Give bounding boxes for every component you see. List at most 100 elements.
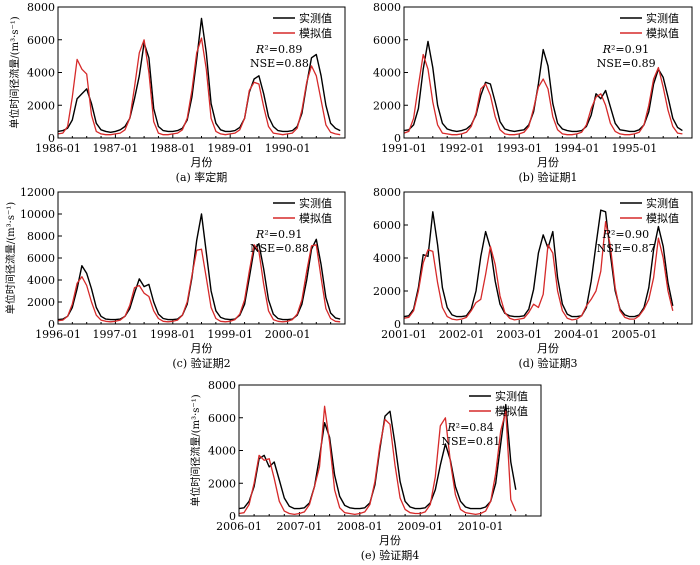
x-tick-label: 1995-01 [612,142,658,155]
x-tick-label: 2002-01 [439,328,485,341]
y-tick-label: 6000 [27,34,55,47]
series-line-observed [404,40,683,133]
y-tick-label: 8000 [373,186,401,199]
x-tick-label: 1987-01 [93,142,139,155]
x-axis-title: 月份 [191,156,213,169]
y-tick-label: 2000 [208,477,236,490]
chart-panel-3: 0 2000 4000 6000 8000 10000 12000 1996-01 1997-0… [4,186,346,370]
y-tick-label: 6000 [27,252,55,265]
x-axis-title: 月份 [379,534,401,547]
x-tick-label: 2006-01 [216,520,262,533]
r2-annotation: R²=0.84 [446,421,493,434]
y-tick-label: 6000 [373,219,401,232]
series-line-simulated [58,37,341,136]
legend-label: 实测值 [495,389,528,403]
nse-annotation: NSE=0.81 [441,435,500,448]
r2-annotation: R²=0.90 [602,228,649,241]
y-tick-label: 4000 [373,67,401,80]
x-tick-label: 2009-01 [397,520,443,533]
x-tick-label: 1986-01 [35,142,81,155]
y-tick-label: 6000 [208,412,236,425]
legend-label: 模拟值 [299,211,332,225]
legend-label: 模拟值 [299,26,332,40]
series-line-simulated [404,53,683,136]
y-tick-label: 0 [48,318,55,331]
y-axis-title: 单位时间径流量/(m³·s⁻¹) [189,394,202,506]
x-tick-label: 2007-01 [277,520,323,533]
x-tick-label: 1994-01 [554,142,600,155]
y-tick-label: 0 [229,510,236,523]
y-tick-label: 4000 [27,67,55,80]
plot-frame [403,191,693,325]
x-tick-label: 2000-01 [265,328,311,341]
legend-label: 实测值 [299,196,332,210]
x-tick-label: 1996-01 [35,328,81,341]
panel-caption: (a) 率定期 [176,170,228,184]
y-tick-label: 0 [394,132,401,145]
x-tick-label: 1989-01 [207,142,253,155]
panel-caption: (c) 验证期2 [172,356,230,370]
nse-annotation: NSE=0.88 [250,242,309,255]
x-tick-label: 2003-01 [496,328,542,341]
y-tick-label: 2000 [27,296,55,309]
plot-frame [403,6,693,139]
x-tick-label: 1990-01 [265,142,311,155]
legend-label: 实测值 [299,11,332,25]
x-tick-label: 1997-01 [93,328,139,341]
y-tick-label: 8000 [27,230,55,243]
x-tick-label: 1991-01 [381,142,427,155]
r2-annotation: R²=0.91 [602,43,649,56]
y-tick-label: 8000 [208,379,236,392]
y-tick-label: 10000 [20,208,55,221]
panel-caption: (b) 验证期1 [518,170,577,184]
panel-caption: (e) 验证期4 [361,548,420,562]
nse-annotation: NSE=0.88 [250,57,309,70]
chart-panel-2: 0 2000 4000 6000 8000 1991-01 1992-01 1993-01 19… [373,1,693,184]
y-tick-label: 4000 [27,274,55,287]
y-tick-label: 2000 [27,99,55,112]
x-tick-label: 1988-01 [150,142,196,155]
r2-annotation: R²=0.91 [255,228,302,241]
x-tick-label: 1992-01 [439,142,485,155]
y-tick-label: 4000 [208,445,236,458]
y-tick-label: 2000 [373,285,401,298]
x-tick-label: 2005-01 [612,328,658,341]
nse-annotation: NSE=0.87 [597,242,656,255]
legend-label: 模拟值 [495,404,528,418]
plot-frame [238,384,542,517]
y-tick-label: 2000 [373,99,401,112]
x-tick-label: 1998-01 [150,328,196,341]
plot-frame [57,6,346,139]
y-tick-label: 0 [48,132,55,145]
y-tick-label: 8000 [373,1,401,14]
r2-annotation: R²=0.89 [255,43,302,56]
y-tick-label: 4000 [373,252,401,265]
x-axis-title: 月份 [191,342,213,355]
y-axis-title: 单位时间径流量/(m³·s⁻¹) [8,16,21,128]
y-tick-label: 8000 [27,1,55,14]
chart-panel-1: 0 2000 4000 6000 8000 1986-01 1987-01 1988-01 19… [8,1,346,184]
legend-label: 模拟值 [646,211,679,225]
nse-annotation: NSE=0.89 [597,57,656,70]
x-tick-label: 1993-01 [496,142,542,155]
series-line-simulated [239,405,517,516]
legend-label: 模拟值 [646,26,679,40]
x-tick-label: 2004-01 [554,328,600,341]
series-line-simulated [404,221,674,321]
panel-caption: (d) 验证期3 [518,356,577,370]
y-tick-label: 6000 [373,34,401,47]
series-line-observed [58,17,341,133]
x-axis-title: 月份 [537,342,559,355]
legend-label: 实测值 [646,196,679,210]
x-tick-label: 1999-01 [207,328,253,341]
y-tick-label: 12000 [20,186,55,199]
x-tick-label: 2008-01 [337,520,383,533]
chart-panel-4: 0 2000 4000 6000 8000 2001-01 2002-01 2003-01 20… [373,186,693,370]
y-tick-label: 0 [394,318,401,331]
series-line-simulated [58,244,341,323]
y-axis-title: 单位时间径流量/(m³·s⁻¹) [4,202,17,314]
legend-label: 实测值 [646,11,679,25]
x-tick-label: 2010-01 [458,520,504,533]
chart-panel-5: 0 2000 4000 6000 8000 2006-01 2007-01 2008-01 20… [189,379,542,562]
